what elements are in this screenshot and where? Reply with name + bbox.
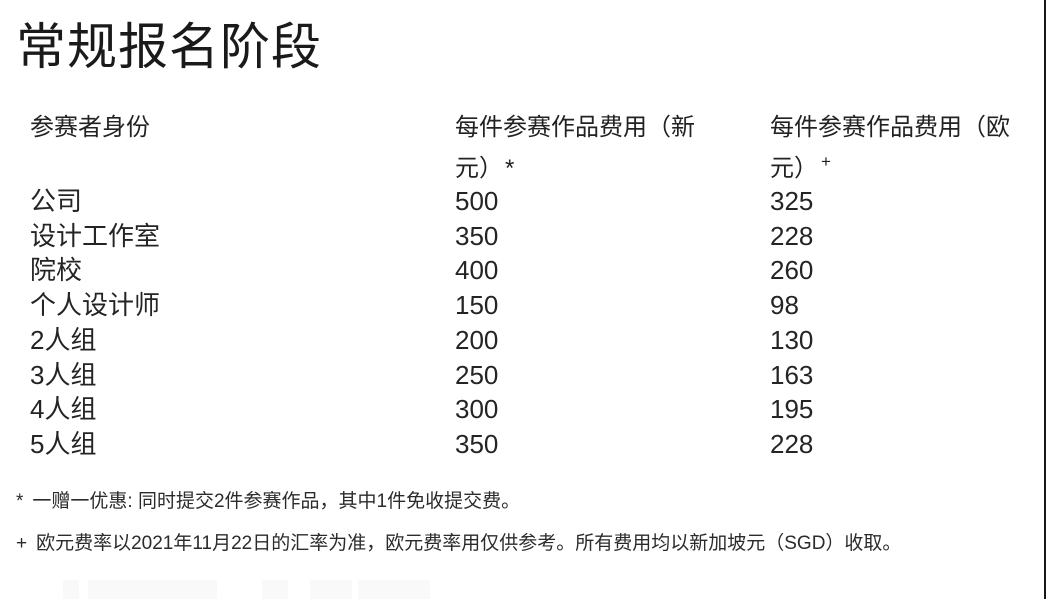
column-header-fee-eur: 每件参赛作品费用（欧元） +: [770, 107, 1026, 189]
footnote-buy-one-get-one: * 一赠一优惠: 同时提交2件参赛作品，其中1件免收提交费。: [16, 490, 520, 514]
cell-fee-sgd: 350: [455, 220, 499, 251]
column-header-identity: 参赛者身份: [30, 114, 150, 141]
cell-fee-eur: 163: [770, 359, 814, 390]
column-header-fee-sgd-label: 每件参赛作品费用（新元）: [455, 114, 695, 182]
cutoff-content-artifact: [358, 580, 430, 599]
table-row: 设计工作室 350 228: [30, 219, 1030, 254]
cutoff-content-artifact: [262, 580, 288, 599]
table-row: 院校 400 260: [30, 253, 1030, 288]
cell-fee-sgd: 350: [455, 428, 499, 459]
cutoff-content-artifacts: [0, 578, 1044, 599]
footnote-marker-asterisk: *: [16, 491, 24, 512]
cell-identity: 个人设计师: [30, 290, 161, 321]
cell-fee-sgd: 500: [455, 186, 499, 216]
cell-fee-sgd: 150: [455, 290, 499, 321]
cutoff-content-artifact: [63, 580, 79, 599]
footnote-text: 一赠一优惠: 同时提交2件参赛作品，其中1件免收提交费。: [32, 491, 521, 512]
cell-fee-sgd: 300: [455, 394, 499, 425]
table-row: 4人组 300 195: [30, 392, 1030, 427]
cell-fee-eur: 325: [770, 186, 814, 216]
cell-fee-eur: 195: [770, 394, 814, 425]
cell-fee-eur: 260: [770, 255, 814, 286]
cell-fee-eur: 130: [770, 324, 814, 355]
cell-fee-eur: 228: [770, 428, 814, 459]
column-header-fee-sgd: 每件参赛作品费用（新元）*: [455, 107, 711, 189]
cell-identity: 5人组: [30, 428, 97, 459]
table-header-row: 参赛者身份 每件参赛作品费用（新元）* 每件参赛作品费用（欧元） +: [30, 107, 1030, 189]
table-row: 2人组 200 130: [30, 323, 1030, 358]
page-title: 常规报名阶段: [16, 19, 322, 75]
table-row: 3人组 250 163: [30, 358, 1030, 393]
cutoff-content-artifact: [310, 580, 352, 599]
footnote-text: 欧元费率以2021年11月22日的汇率为准，欧元费率用仅供参考。所有费用均以新加…: [36, 533, 902, 554]
window-edge-line: [1044, 0, 1046, 599]
cell-fee-sgd: 400: [455, 255, 499, 286]
table-body: 公司 500 325 设计工作室 350 228 院校 400 260 个人设计…: [30, 184, 1030, 462]
table-row: 5人组 350 228: [30, 427, 1030, 462]
cell-fee-eur: 98: [770, 290, 799, 321]
asterisk-footnote-mark: *: [505, 155, 515, 182]
cell-fee-eur: 228: [770, 220, 814, 251]
footnote-marker-plus: +: [16, 533, 28, 554]
cell-fee-sgd: 250: [455, 359, 499, 390]
plus-footnote-mark: +: [821, 152, 831, 171]
cell-identity: 3人组: [30, 359, 97, 390]
cell-fee-sgd: 200: [455, 324, 499, 355]
column-header-fee-eur-label: 每件参赛作品费用（欧元）: [770, 114, 1010, 182]
cell-identity: 院校: [30, 255, 83, 286]
cell-identity: 2人组: [30, 324, 97, 355]
cell-identity: 4人组: [30, 394, 97, 425]
footnote-eur-rate: + 欧元费率以2021年11月22日的汇率为准，欧元费率用仅供参考。所有费用均以新…: [16, 532, 901, 556]
cell-identity: 设计工作室: [30, 220, 161, 251]
cutoff-content-artifact: [88, 580, 217, 599]
cell-identity: 公司: [30, 186, 83, 216]
table-row: 个人设计师 150 98: [30, 288, 1030, 323]
table-row: 公司 500 325: [30, 184, 1030, 219]
